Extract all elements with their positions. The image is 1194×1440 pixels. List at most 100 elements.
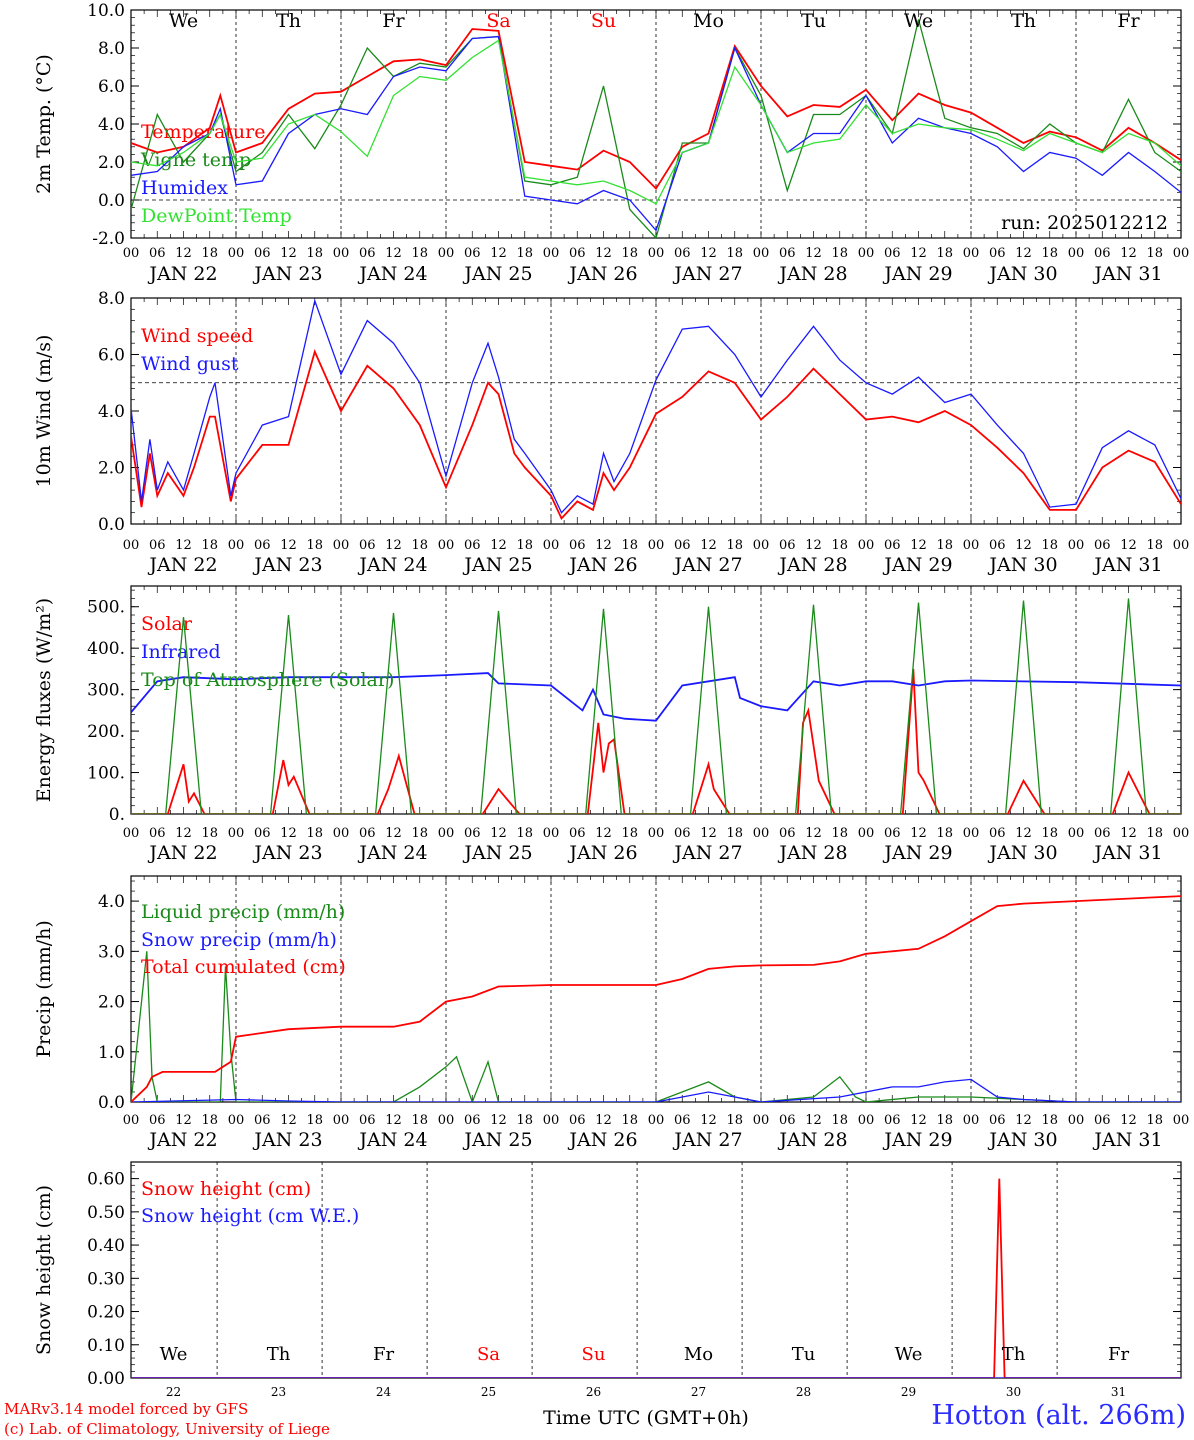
day-label: Fr (382, 10, 405, 32)
series-line-1 (131, 951, 1181, 1102)
date-label: JAN 27 (672, 1129, 742, 1151)
hour-label: 00 (1068, 246, 1085, 261)
day-label: Mo (693, 10, 724, 32)
hour-label: 12 (490, 538, 507, 553)
date-label: JAN 26 (567, 554, 637, 576)
hour-label: 06 (464, 826, 481, 841)
hour-label: 18 (1146, 538, 1163, 553)
day-label: Sa (486, 10, 510, 32)
y-tick-label: 0.0 (98, 1093, 125, 1113)
hour-label: 00 (1173, 826, 1190, 841)
date-label: JAN 30 (987, 554, 1057, 576)
day-label: Fr (373, 1344, 394, 1365)
hour-label: 18 (831, 1113, 848, 1128)
hour-label: 06 (464, 246, 481, 261)
day-label: We (169, 10, 198, 32)
y-tick-label: 2.0 (98, 993, 125, 1013)
y-tick-label: 10.0 (87, 1, 125, 21)
hour-label: 00 (963, 246, 980, 261)
station-label: Hotton (alt. 266m) (931, 1400, 1186, 1431)
hour-label: 06 (779, 246, 796, 261)
hour-label: 18 (306, 538, 323, 553)
date-label: JAN 29 (882, 842, 952, 864)
hour-label: 18 (411, 1113, 428, 1128)
hour-label: 06 (989, 246, 1006, 261)
hour-label: 00 (1068, 1113, 1085, 1128)
day-number: 23 (271, 1385, 286, 1399)
y-tick-label: 8.0 (98, 39, 125, 59)
hour-label: 00 (438, 246, 455, 261)
hour-label: 12 (595, 1113, 612, 1128)
hour-label: 06 (254, 246, 271, 261)
hour-label: 00 (1173, 538, 1190, 553)
hour-label: 00 (438, 826, 455, 841)
day-number: 26 (586, 1385, 601, 1399)
hour-label: 18 (1146, 826, 1163, 841)
hour-label: 06 (569, 826, 586, 841)
hour-label: 00 (1068, 826, 1085, 841)
y-tick-label: 3.0 (98, 942, 125, 962)
hour-label: 18 (1041, 826, 1058, 841)
day-number: 22 (166, 1385, 181, 1399)
series-line-3 (131, 895, 1181, 1102)
hour-label: 12 (175, 1113, 192, 1128)
hour-label: 06 (674, 826, 691, 841)
hour-label: 00 (753, 246, 770, 261)
hour-label: 12 (910, 1113, 927, 1128)
date-label: JAN 31 (1092, 263, 1162, 285)
hour-label: 00 (123, 1113, 140, 1128)
hour-label: 18 (201, 246, 218, 261)
day-label: Su (591, 10, 616, 32)
hour-label: 18 (726, 1113, 743, 1128)
hour-label: 12 (910, 538, 927, 553)
hour-label: 00 (858, 826, 875, 841)
series-line-1 (131, 1178, 1181, 1378)
panel-4: 0.0 1.0 2.0 3.0 4.0 Precip (mm/h) Liquid preci… (33, 875, 1189, 1151)
hour-label: 06 (884, 246, 901, 261)
hour-label: 00 (543, 538, 560, 553)
y-tick-label: 0.40 (87, 1236, 125, 1256)
legend-entry: Liquid precip (mm/h) (141, 901, 345, 923)
date-label: JAN 29 (882, 263, 952, 285)
date-label: JAN 23 (252, 1129, 322, 1151)
y-tick-label: 0. (109, 805, 125, 825)
date-label: JAN 23 (252, 842, 322, 864)
hour-label: 00 (648, 246, 665, 261)
y-tick-label: 0.50 (87, 1203, 125, 1223)
hour-label: 06 (674, 246, 691, 261)
hour-label: 18 (1041, 538, 1058, 553)
hour-label: 06 (884, 1113, 901, 1128)
y-axis-label: Energy fluxes (W/m²) (33, 598, 55, 802)
hour-label: 06 (1094, 1113, 1111, 1128)
date-label: JAN 26 (567, 1129, 637, 1151)
hour-label: 18 (516, 246, 533, 261)
date-label: JAN 28 (777, 1129, 847, 1151)
hour-label: 06 (569, 538, 586, 553)
hour-label: 06 (464, 1113, 481, 1128)
hour-label: 12 (805, 246, 822, 261)
date-label: JAN 30 (987, 842, 1057, 864)
hour-label: 00 (543, 1113, 560, 1128)
panel-1: -2.0 0.0 2.0 4.0 6.0 8.0 10.0 2m Temp. (°C) Temp… (33, 1, 1189, 285)
hour-label: 12 (1015, 538, 1032, 553)
date-label: JAN 29 (882, 554, 952, 576)
hour-label: 00 (123, 246, 140, 261)
date-label: JAN 28 (777, 842, 847, 864)
hour-label: 18 (516, 826, 533, 841)
hour-label: 00 (648, 538, 665, 553)
hour-label: 06 (149, 1113, 166, 1128)
hour-label: 18 (201, 826, 218, 841)
y-tick-label: 4.0 (98, 892, 125, 912)
series-line-2 (131, 298, 1181, 514)
hour-label: 12 (1120, 826, 1137, 841)
hour-label: 06 (149, 538, 166, 553)
date-label: JAN 31 (1092, 842, 1162, 864)
hour-label: 00 (963, 1113, 980, 1128)
series-line-1 (131, 349, 1181, 520)
day-label: Th (1002, 1344, 1026, 1365)
y-tick-label: 4.0 (98, 402, 125, 422)
hour-label: 06 (569, 246, 586, 261)
hour-label: 18 (621, 246, 638, 261)
hour-label: 00 (648, 826, 665, 841)
date-label: JAN 29 (882, 1129, 952, 1151)
